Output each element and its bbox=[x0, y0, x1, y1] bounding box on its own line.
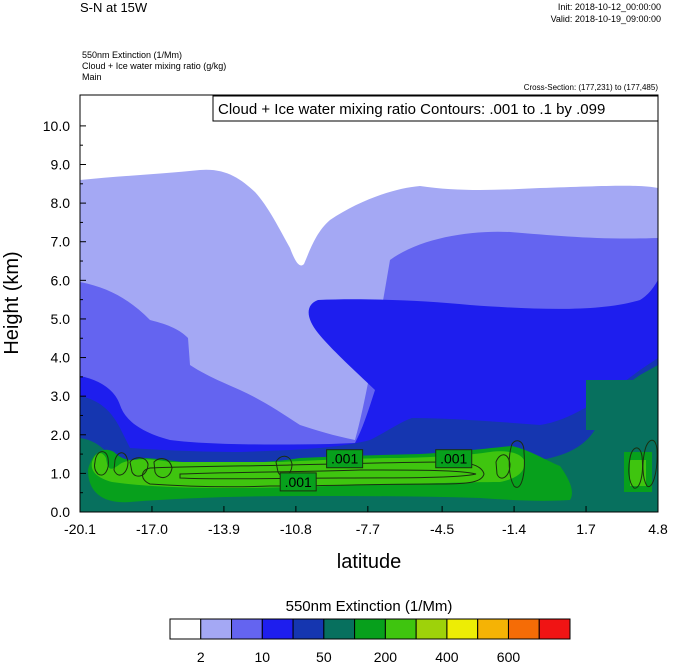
y-axis: 0.0 1.0 2.0 3.0 4.0 5.0 6.0 7.0 8.0 9.0 10.0 bbox=[43, 118, 86, 520]
colorbar-swatch bbox=[292, 618, 325, 640]
y-tick-label: 0.0 bbox=[51, 504, 71, 520]
field-mixing-label: Cloud + Ice water mixing ratio (g/kg) bbox=[82, 61, 227, 71]
x-tick-label: -13.9 bbox=[208, 521, 240, 537]
colorbar-swatch bbox=[538, 618, 571, 640]
contour-info-frame bbox=[212, 95, 659, 122]
y-axis-label: Height (km) bbox=[1, 251, 23, 354]
colorbar-swatch bbox=[477, 618, 509, 640]
x-tick-label: -7.7 bbox=[356, 521, 380, 537]
colorbar-title: 550nm Extinction (1/Mm) bbox=[286, 598, 453, 615]
colorbar-swatch bbox=[446, 618, 479, 640]
colorbar-swatch bbox=[169, 618, 202, 640]
y-tick-label: 1.0 bbox=[51, 465, 71, 481]
x-tick-label: -4.5 bbox=[430, 521, 454, 537]
x-tick-label: -20.1 bbox=[64, 521, 96, 537]
extinction-patch-east-core bbox=[630, 460, 646, 486]
valid-time: Valid: 2018-10-19_09:00:00 bbox=[550, 14, 661, 24]
colorbar-label: 200 bbox=[374, 649, 398, 665]
contour-west-3 bbox=[129, 457, 149, 477]
field-extinction-label: 550nm Extinction (1/Mm) bbox=[82, 50, 183, 60]
init-time: Init: 2018-10-12_00:00:00 bbox=[557, 2, 661, 12]
x-tick-label: 1.7 bbox=[576, 521, 596, 537]
contour-east-2 bbox=[508, 440, 525, 488]
contour-west-4 bbox=[153, 458, 173, 478]
y-tick-label: 7.0 bbox=[51, 234, 71, 250]
cross-section-label: Cross-Section: (177,231) to (177,485) bbox=[523, 83, 658, 92]
y-tick-label: 6.0 bbox=[51, 272, 71, 288]
contour-label-box bbox=[435, 449, 473, 469]
y-tick-label: 3.0 bbox=[51, 388, 71, 404]
y-tick-label: 4.0 bbox=[51, 350, 71, 366]
x-tick-label: 4.8 bbox=[648, 521, 668, 537]
contour-west-1 bbox=[93, 451, 109, 476]
colorbar-label: 400 bbox=[435, 649, 459, 665]
extinction-patch-east-teal bbox=[586, 380, 654, 430]
colorbar-swatch bbox=[507, 618, 540, 640]
contour-info-box: Cloud + Ice water mixing ratio Contours:… bbox=[212, 95, 659, 122]
y-tick-label: 2.0 bbox=[51, 427, 71, 443]
y-tick-label: 9.0 bbox=[51, 157, 71, 173]
colorbar-swatch bbox=[200, 618, 233, 640]
contour-label: .001 bbox=[440, 451, 467, 467]
colorbar-swatch bbox=[231, 618, 263, 640]
x-tick-label: -17.0 bbox=[136, 521, 168, 537]
contour-main-band bbox=[142, 461, 485, 488]
contour-info-text: Cloud + Ice water mixing ratio Contours:… bbox=[218, 101, 605, 118]
extinction-field: .001 .001 .001 bbox=[80, 95, 658, 512]
plot-frame bbox=[79, 94, 659, 513]
colorbar-swatch bbox=[415, 618, 448, 640]
contour-far-east-2 bbox=[642, 439, 658, 488]
contour-labels: .001 .001 .001 bbox=[279, 449, 473, 492]
x-axis: -20.1 -17.0 -13.9 -10.8 -7.7 -4.5 -1.4 1.7 4.8 bbox=[64, 506, 668, 537]
y-tick-label: 8.0 bbox=[51, 195, 71, 211]
colorbar: 2 10 50 200 400 600 bbox=[169, 618, 571, 665]
colorbar-swatch bbox=[384, 618, 417, 640]
colorbar-label: 2 bbox=[197, 649, 205, 665]
contour-west-2 bbox=[113, 452, 129, 476]
colorbar-swatch bbox=[323, 618, 356, 640]
y-tick-label: 10.0 bbox=[43, 118, 70, 134]
colorbar-label: 50 bbox=[316, 649, 332, 665]
colorbar-swatch bbox=[354, 618, 386, 640]
contour-label-box bbox=[279, 472, 317, 492]
x-tick-label: -10.8 bbox=[280, 521, 312, 537]
contour-far-east-1 bbox=[628, 447, 643, 489]
x-tick-label: -1.4 bbox=[502, 521, 526, 537]
contour-inner-band bbox=[179, 469, 477, 480]
contour-label-box bbox=[326, 449, 364, 469]
contour-east-1 bbox=[495, 454, 511, 479]
chart-title: S-N at 15W bbox=[80, 0, 148, 15]
colorbar-label: 10 bbox=[255, 649, 271, 665]
contour-label: .001 bbox=[285, 474, 312, 490]
field-main-label: Main bbox=[82, 72, 102, 82]
colorbar-label: 600 bbox=[497, 649, 521, 665]
contour-label: .001 bbox=[331, 451, 358, 467]
x-axis-label: latitude bbox=[337, 551, 402, 573]
colorbar-swatch bbox=[261, 618, 294, 640]
y-tick-label: 5.0 bbox=[51, 311, 71, 327]
